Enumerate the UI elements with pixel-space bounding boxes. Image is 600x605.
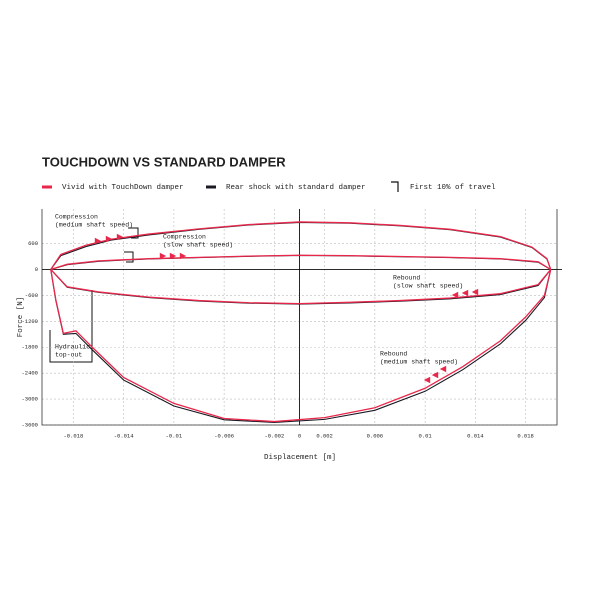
y-tick-label: -2400 xyxy=(21,370,38,377)
x-tick-label: -0.002 xyxy=(264,432,284,439)
bracket xyxy=(128,227,139,239)
legend-label: Vivid with TouchDown damper xyxy=(62,184,184,192)
annotation: Hydraulic xyxy=(55,344,90,351)
x-tick-label: -0.006 xyxy=(214,432,234,439)
legend-bracket-icon xyxy=(391,181,399,192)
direction-arrow xyxy=(423,376,431,384)
direction-arrow xyxy=(461,289,469,297)
bracket xyxy=(124,251,134,263)
annotation: Rebound xyxy=(380,351,407,358)
direction-arrow xyxy=(94,237,102,245)
direction-arrow xyxy=(169,252,177,260)
x-tick-label: 0.006 xyxy=(367,432,384,439)
callout-box xyxy=(49,290,93,363)
annotation: Compression xyxy=(55,214,98,221)
x-tick-label: -0.018 xyxy=(63,432,83,439)
x-axis-label: Displacement [m] xyxy=(264,454,336,462)
annotation: (medium shaft speed) xyxy=(55,222,133,229)
data-line xyxy=(50,221,552,423)
x-tick-label: 0.01 xyxy=(419,432,433,439)
direction-arrow xyxy=(471,288,479,296)
y-tick-label: -3000 xyxy=(21,396,38,403)
annotation: (medium shaft speed) xyxy=(380,359,458,366)
legend-label: First 10% of travel xyxy=(410,184,496,192)
y-tick-label: -3600 xyxy=(21,421,38,428)
x-tick-label: -0.014 xyxy=(114,432,135,439)
x-tick-label: 0.014 xyxy=(467,432,484,439)
legend-label: Rear shock with standard damper xyxy=(226,184,366,192)
y-tick-label: 600 xyxy=(28,240,38,247)
annotation: (slow shaft speed) xyxy=(393,283,463,290)
x-tick-label: -0.01 xyxy=(166,432,183,439)
x-tick-label: 0 xyxy=(298,432,301,439)
direction-arrow xyxy=(116,233,124,241)
y-tick-label: -600 xyxy=(25,292,38,299)
annotation: Compression xyxy=(163,234,206,241)
y-tick-label: 0 xyxy=(35,266,38,273)
annotation: top-out xyxy=(55,352,82,359)
y-tick-label: -1800 xyxy=(21,344,38,351)
annotation: Rebound xyxy=(393,275,420,282)
direction-arrow xyxy=(105,235,113,243)
y-axis-label: Force [N] xyxy=(17,297,25,338)
direction-arrow xyxy=(451,291,459,299)
x-tick-label: 0.018 xyxy=(517,432,534,439)
annotation: (slow shaft speed) xyxy=(163,242,233,249)
chart-title: TOUCHDOWN VS STANDARD DAMPER xyxy=(42,154,286,169)
x-tick-label: 0.002 xyxy=(316,432,333,439)
direction-arrow xyxy=(431,371,439,379)
direction-arrow xyxy=(439,365,447,373)
direction-arrow xyxy=(159,252,167,260)
direction-arrow xyxy=(179,252,187,260)
y-tick-label: -1200 xyxy=(21,318,38,325)
